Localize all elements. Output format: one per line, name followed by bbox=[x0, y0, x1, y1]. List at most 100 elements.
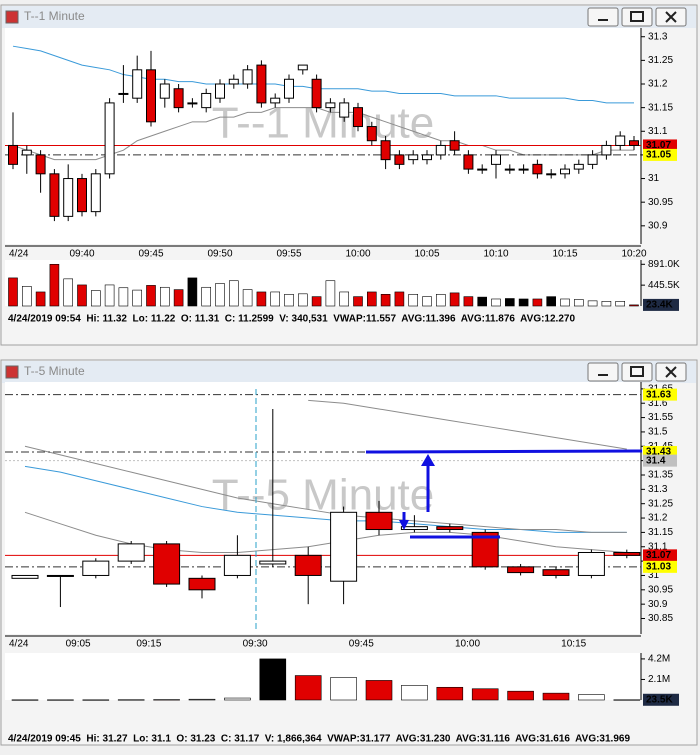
volume-bar bbox=[146, 285, 156, 307]
volume-bar bbox=[104, 284, 115, 307]
volume-bar bbox=[394, 291, 405, 307]
volume-bar bbox=[118, 287, 129, 307]
candle-body bbox=[325, 102, 336, 109]
y-tick-label: 31.15 bbox=[648, 102, 673, 113]
candle-body bbox=[46, 574, 74, 577]
x-tick-label: 09:50 bbox=[207, 249, 232, 260]
candle-body bbox=[256, 64, 267, 104]
volume-bar bbox=[491, 298, 501, 307]
volume-bar bbox=[132, 289, 142, 307]
volume-bar bbox=[82, 699, 110, 701]
volume-bar bbox=[380, 293, 391, 307]
volume-bar bbox=[117, 699, 145, 701]
y-tick-label: 31.2 bbox=[648, 79, 668, 90]
x-tick-label: 10:00 bbox=[345, 249, 370, 260]
volume-bar bbox=[463, 296, 474, 307]
windows: T--1 Minute T--1 Minute 31.3 31.25 31.2 31.15… bbox=[0, 4, 698, 746]
volume-bar bbox=[49, 263, 60, 307]
volume-bar bbox=[436, 686, 464, 701]
volume-bar bbox=[560, 298, 570, 307]
title-bar bbox=[2, 361, 696, 383]
candle-body bbox=[463, 154, 474, 170]
x-tick-label: 09:30 bbox=[243, 639, 268, 650]
candle-body bbox=[259, 560, 287, 565]
x-tick-label: 10:15 bbox=[552, 249, 577, 260]
candle-body bbox=[394, 154, 405, 165]
candle-body bbox=[215, 83, 225, 99]
volume-bar bbox=[422, 296, 432, 307]
volume-bar bbox=[601, 301, 612, 307]
minimize-button[interactable] bbox=[587, 362, 619, 382]
volume-bar bbox=[63, 278, 74, 307]
y-tick-label: 31.55 bbox=[648, 412, 673, 423]
candle-body bbox=[615, 135, 626, 146]
x-tick-label: 09:05 bbox=[66, 639, 91, 650]
volume-bar bbox=[201, 286, 211, 307]
price-marker-label: 31.07 bbox=[646, 140, 671, 151]
candle-body bbox=[365, 511, 393, 531]
maximize-button[interactable] bbox=[621, 7, 653, 27]
arrow-head bbox=[421, 454, 435, 466]
price-marker-label: 31.43 bbox=[646, 447, 671, 458]
candle-body bbox=[153, 543, 181, 585]
y-tick-label: 30.95 bbox=[648, 197, 673, 208]
x-tick-label: 10:05 bbox=[414, 249, 439, 260]
candle-body bbox=[284, 78, 294, 99]
volume-area bbox=[5, 653, 641, 700]
volume-marker bbox=[643, 298, 679, 311]
candle-body bbox=[436, 526, 464, 531]
volume-bar bbox=[224, 697, 251, 701]
candle-body bbox=[117, 543, 145, 562]
candle-body bbox=[297, 64, 308, 71]
y-tick-label: 31 bbox=[648, 173, 660, 184]
candle-body bbox=[577, 551, 605, 576]
minimize-button[interactable] bbox=[587, 7, 619, 27]
candle-body bbox=[353, 107, 363, 128]
y-tick-label: 31 bbox=[648, 570, 660, 581]
volume-bar bbox=[215, 283, 225, 307]
volume-bar bbox=[449, 292, 460, 307]
price-marker-label: 31.03 bbox=[646, 561, 671, 572]
window-title: T--5 Minute bbox=[24, 364, 85, 378]
volume-bar bbox=[188, 698, 216, 701]
volume-bar bbox=[435, 293, 446, 307]
y-tick-label: 31.1 bbox=[648, 541, 668, 552]
icon bbox=[665, 11, 677, 23]
candle-body bbox=[311, 78, 322, 109]
volume-bar bbox=[47, 699, 74, 701]
candle-body bbox=[228, 78, 239, 85]
y-tick-label: 31.25 bbox=[648, 55, 673, 66]
candle-body bbox=[294, 554, 322, 576]
volume-bar bbox=[8, 277, 18, 307]
candle-body bbox=[366, 126, 377, 142]
candle-body bbox=[400, 526, 428, 531]
candle-body bbox=[449, 140, 460, 151]
candle-body bbox=[201, 92, 212, 109]
x-tick-label: 10:20 bbox=[621, 249, 646, 260]
volume-bar bbox=[408, 293, 419, 307]
volume-bar bbox=[546, 296, 557, 307]
volume-bar bbox=[471, 688, 499, 701]
candle-body bbox=[82, 560, 110, 576]
candle-body bbox=[242, 69, 253, 85]
x-tick-label: 09:15 bbox=[136, 639, 161, 650]
volume-bar bbox=[613, 699, 641, 701]
candle-body bbox=[518, 168, 529, 171]
candle-body bbox=[118, 92, 129, 95]
y-tick-label: 30.9 bbox=[648, 220, 668, 231]
candle-body bbox=[173, 88, 184, 109]
y-tick-label: 31.3 bbox=[648, 484, 668, 495]
volume-bar bbox=[311, 296, 322, 307]
volume-bar bbox=[615, 301, 626, 307]
volume-bar bbox=[366, 291, 377, 307]
candle-body bbox=[507, 566, 535, 574]
volume-bar bbox=[629, 304, 639, 307]
volume-bar bbox=[284, 293, 294, 307]
candle-body bbox=[90, 173, 101, 213]
overlay-line bbox=[24, 445, 627, 533]
candle-body bbox=[408, 154, 419, 161]
candle-body bbox=[132, 69, 143, 99]
candle-body bbox=[77, 178, 87, 213]
maximize-button[interactable] bbox=[621, 362, 653, 382]
